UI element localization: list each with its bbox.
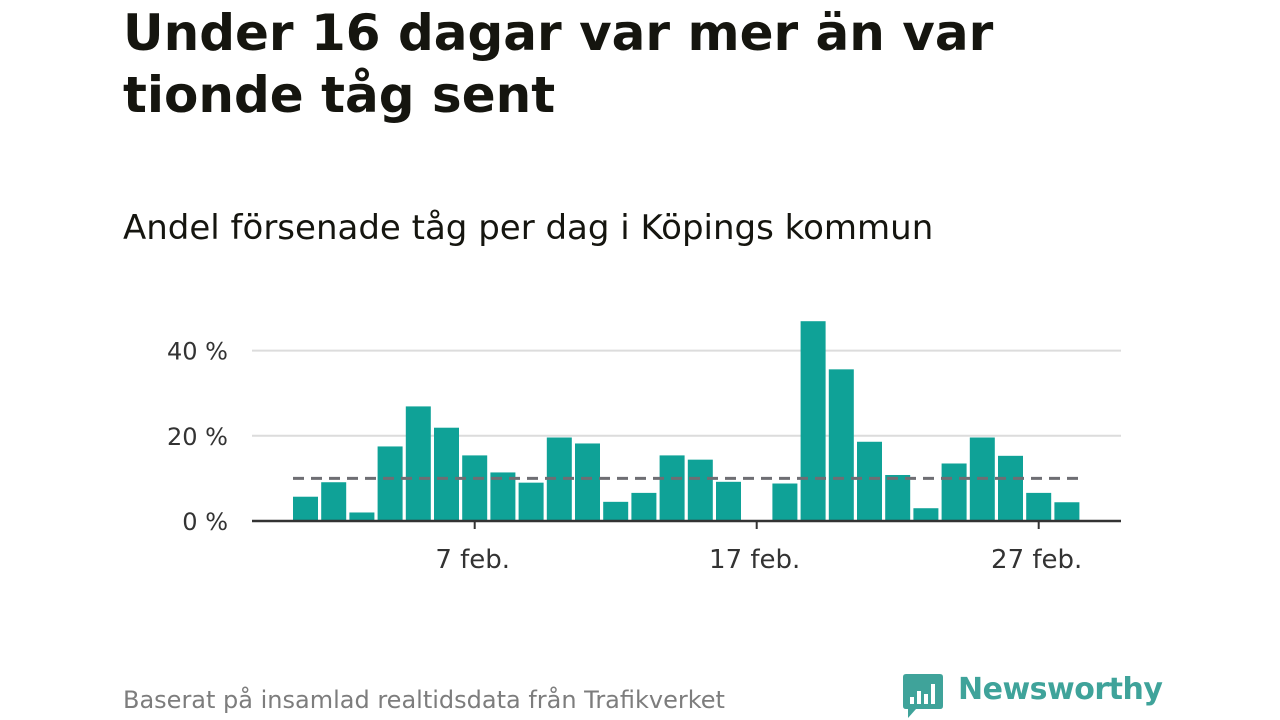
- bar: [1026, 492, 1052, 521]
- chart-subtitle: Andel försenade tåg per dag i Köpings ko…: [123, 208, 934, 248]
- bar: [377, 446, 403, 521]
- bar: [828, 369, 854, 521]
- bar-chart-speech-bubble-icon: [903, 674, 943, 718]
- y-tick-label: 0 %: [182, 508, 228, 536]
- bar: [913, 508, 939, 521]
- bar: [603, 501, 629, 521]
- gridlines: [252, 349, 1121, 437]
- y-tick-label: 40 %: [167, 338, 228, 366]
- bar: [321, 482, 347, 521]
- bar: [998, 455, 1023, 521]
- bar: [434, 427, 459, 521]
- bar-chart: 0 % 20 % 40 % 7 feb. 17 feb. 27 feb.: [167, 321, 1121, 575]
- source-note: Baserat på insamlad realtidsdata från Tr…: [123, 686, 725, 714]
- x-tick-label: 27 feb.: [991, 545, 1082, 575]
- bar: [405, 406, 431, 521]
- bar: [716, 481, 741, 521]
- bar: [885, 474, 911, 521]
- bar: [659, 455, 685, 521]
- y-tick-label: 20 %: [167, 423, 228, 451]
- bar: [1054, 502, 1080, 521]
- bar: [631, 492, 657, 521]
- x-tick-label: 17 feb.: [709, 545, 800, 575]
- bar: [800, 321, 826, 521]
- bar: [293, 496, 318, 521]
- bar: [941, 463, 967, 521]
- brand-name: Newsworthy: [958, 672, 1163, 707]
- bar: [490, 472, 516, 521]
- chart-title: Under 16 dagar var mer än var tionde tåg…: [123, 4, 994, 124]
- bar: [349, 512, 375, 521]
- axes: 0 % 20 % 40 % 7 feb. 17 feb. 27 feb.: [167, 338, 1121, 575]
- bar: [462, 455, 488, 521]
- bar: [772, 483, 798, 521]
- bar: [575, 443, 600, 521]
- bar: [518, 482, 544, 521]
- bar: [687, 459, 713, 521]
- bar: [857, 441, 882, 521]
- x-tick-label: 7 feb.: [435, 545, 510, 575]
